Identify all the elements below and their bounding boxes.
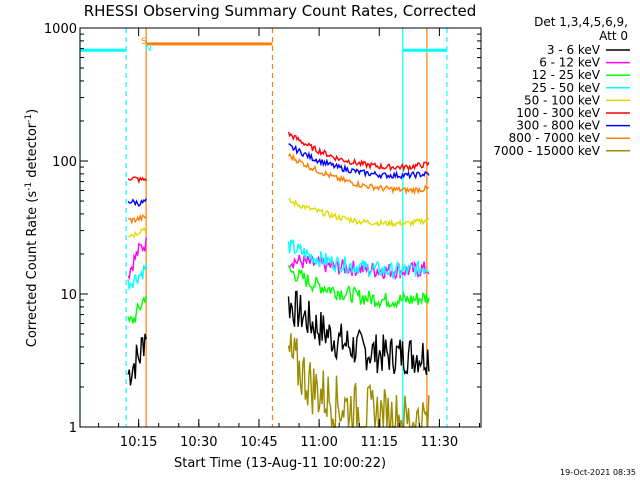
series-0 — [127, 290, 430, 386]
series-5 — [127, 131, 430, 185]
legend-label-1: 6 - 12 keV — [539, 56, 601, 70]
series-2 — [127, 264, 430, 324]
series-4 — [127, 197, 430, 239]
x-axis-ticks: 10:15 10:30 10:45 11:00 11:15 11:30 — [98, 28, 481, 450]
plot-area — [79, 28, 448, 428]
series-8 — [287, 333, 430, 428]
series-7 — [127, 152, 430, 225]
x-tick-label-4: 11:15 — [361, 435, 398, 450]
x-tick-label-0: 10:15 — [120, 435, 157, 450]
y-tick-label-3: 1000 — [44, 22, 77, 37]
series-5-seg2-line — [287, 131, 430, 172]
legend-label-0: 3 - 6 keV — [547, 43, 601, 57]
legend-label-2: 12 - 25 keV — [532, 68, 601, 82]
x-axis-label: Start Time (13-Aug-11 10:00:22) — [174, 456, 386, 471]
series-0-seg1-line — [127, 333, 147, 386]
plot-frame — [79, 27, 482, 428]
y-tick-label-2: 100 — [52, 155, 77, 170]
series-4-seg1-line — [127, 225, 147, 239]
series-6 — [127, 143, 430, 207]
series-8-seg2-line — [287, 333, 430, 428]
series-7-seg1-line — [127, 213, 147, 225]
y-axis-ticks: 1 10 100 1000 — [44, 22, 481, 436]
y-axis-label: Corrected Count Rate (s-1 detector-1) — [24, 109, 40, 347]
series-3-seg1-line — [127, 263, 147, 290]
series-7-seg2-line — [287, 152, 430, 196]
chart-title: RHESSI Observing Summary Count Rates, Co… — [84, 2, 477, 20]
legend-label-3: 25 - 50 keV — [532, 81, 601, 95]
legend-label-7: 800 - 7000 keV — [509, 131, 601, 145]
flag-s: S — [141, 37, 147, 47]
series-0-seg2-line — [287, 290, 430, 376]
legend-label-5: 100 - 300 keV — [516, 106, 600, 120]
timestamp: 19-Oct-2021 08:35 — [560, 468, 636, 477]
series-3-seg2-line — [287, 239, 430, 279]
series-2-seg1-line — [127, 295, 147, 324]
series-5-seg1-line — [127, 176, 147, 185]
series-4-seg2-line — [288, 197, 430, 228]
series-6-seg2-line — [288, 143, 430, 180]
series-1-seg1-line — [127, 237, 147, 281]
x-tick-label-5: 11:30 — [421, 435, 458, 450]
legend-header-line2: Att 0 — [599, 29, 628, 43]
series-2-seg2-line — [287, 264, 430, 310]
legend-label-8: 7000 - 15000 keV — [493, 144, 600, 158]
y-tick-label-1: 10 — [60, 288, 77, 303]
legend-header-line1: Det 1,3,4,5,6,9, — [534, 15, 628, 29]
legend-label-6: 300 - 800 keV — [516, 119, 600, 133]
x-tick-label-1: 10:30 — [180, 435, 217, 450]
flag-n: N — [145, 44, 152, 54]
x-tick-label-2: 10:45 — [240, 435, 277, 450]
y-tick-label-0: 1 — [69, 421, 77, 436]
legend-label-4: 50 - 100 keV — [524, 93, 601, 107]
series-3 — [127, 239, 430, 290]
x-tick-label-3: 11:00 — [300, 435, 337, 450]
series-6-seg1-line — [127, 198, 147, 207]
